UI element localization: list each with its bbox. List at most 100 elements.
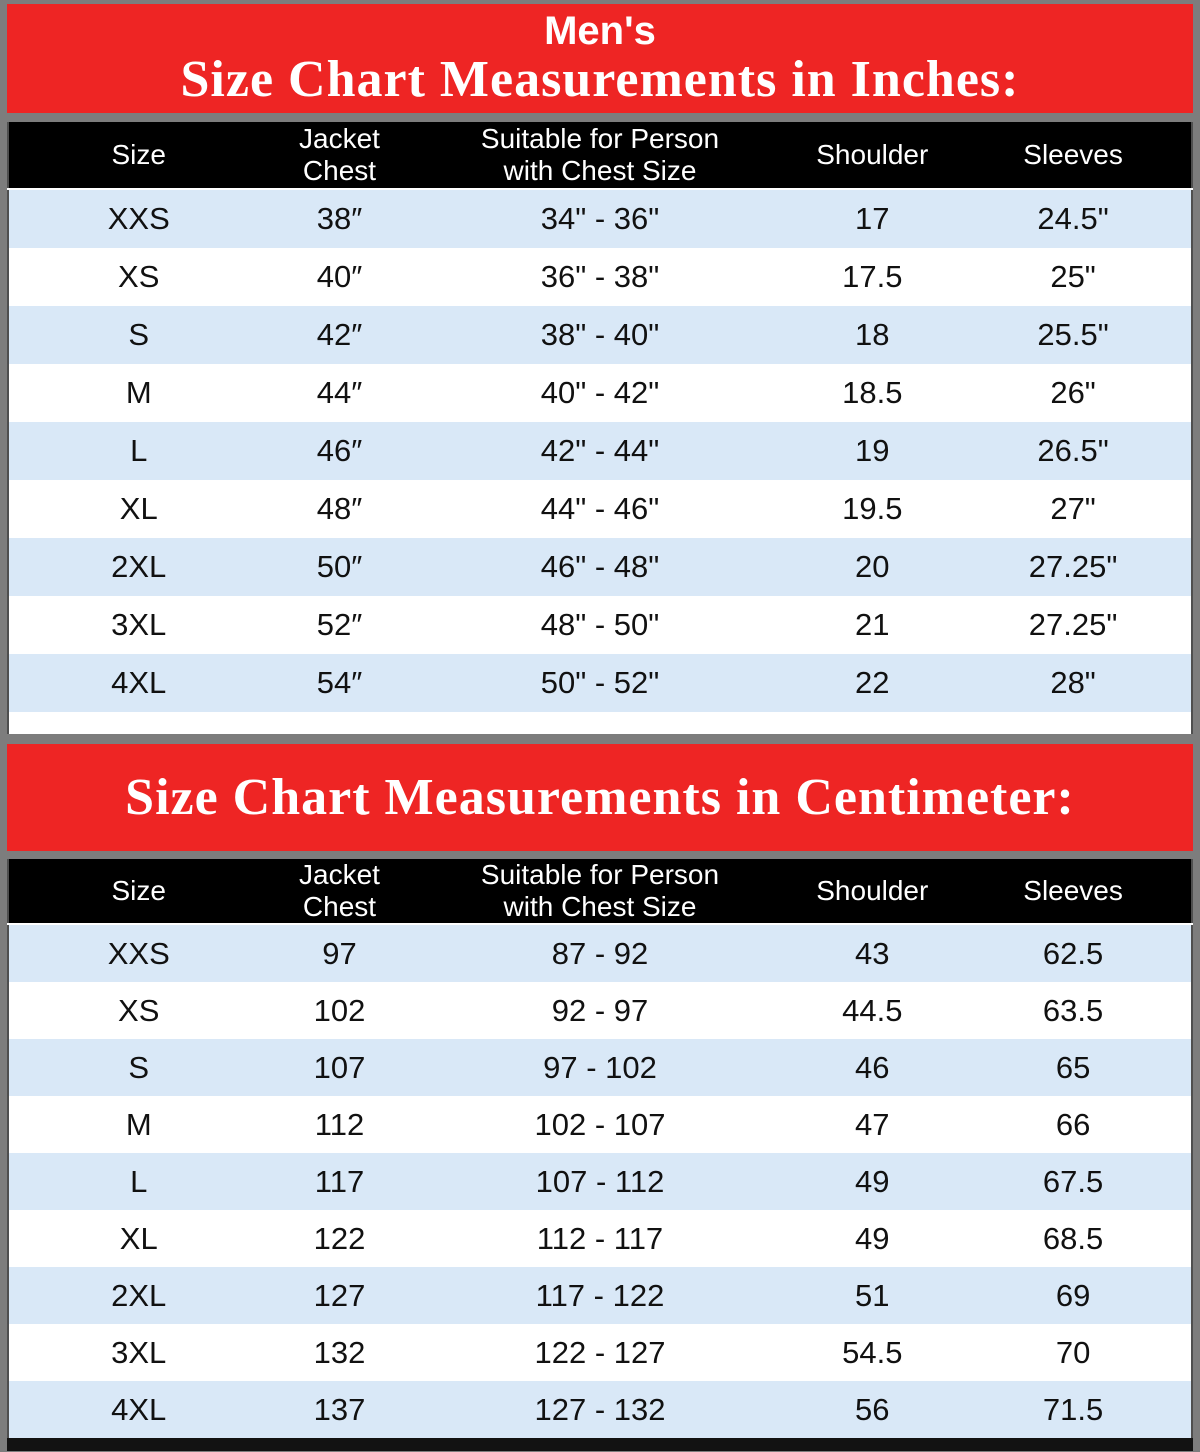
cell-size: M [125, 375, 152, 410]
size-row-m: M 112 102 - 107 47 66 [8, 1096, 1192, 1153]
cell-jacket-chest: 50″ [316, 549, 363, 584]
cell-jacket-chest: 46″ [316, 433, 363, 468]
cell-size: 2XL [111, 549, 167, 584]
cell-chest-range: 107 - 112 [535, 1163, 665, 1199]
cell-chest-range: 40" - 42" [540, 375, 660, 410]
cell-size: S [128, 1049, 150, 1085]
cell-jacket-chest: 132 [313, 1334, 366, 1370]
cell-chest-range: 42" - 44" [540, 433, 660, 468]
cell-sleeves: 65 [1055, 1049, 1091, 1085]
cell-chest-range: 92 - 97 [551, 992, 649, 1028]
cell-size: L [130, 1163, 148, 1199]
column-header-jacket-chest: Jacket Chest [268, 122, 411, 190]
column-header-sleeves: Sleeves [955, 859, 1192, 925]
cell-shoulder: 20 [855, 549, 890, 584]
size-row-xs: XS 40″ 36" - 38" 17.5 25" [8, 248, 1192, 306]
cell-shoulder: 56 [855, 1391, 890, 1427]
cm-table-header: Size Jacket Chest Suitable for Person wi… [8, 859, 1192, 925]
cell-sleeves: 27.25" [1028, 549, 1118, 584]
size-row-xxs: XXS 97 87 - 92 43 62.5 [8, 924, 1192, 982]
cell-jacket-chest: 54″ [316, 665, 363, 700]
cell-size: XXS [107, 201, 170, 236]
inches-header-row: Size Jacket Chest Suitable for Person wi… [8, 122, 1192, 190]
cell-size: 3XL [111, 1334, 167, 1370]
cell-jacket-chest: 127 [313, 1277, 366, 1313]
cell-sleeves: 66 [1055, 1106, 1091, 1142]
cell-sleeves: 27.25" [1028, 607, 1118, 642]
size-row-xxs: XXS 38″ 34" - 36" 17 24.5" [8, 189, 1192, 248]
cell-chest-range: 117 - 122 [535, 1277, 665, 1313]
cm-table-body: XXS 97 87 - 92 43 62.5 XS 102 92 - 97 44.5 63.5 S 1… [8, 924, 1192, 1438]
cell-jacket-chest: 42″ [316, 317, 363, 352]
cell-shoulder: 51 [855, 1277, 890, 1313]
cm-banner-title: Size Chart Measurements in Centimeter: [125, 768, 1075, 826]
cell-sleeves: 69 [1055, 1277, 1091, 1313]
size-row-2xl: 2XL 50″ 46" - 48" 20 27.25" [8, 538, 1192, 596]
cell-shoulder: 47 [855, 1106, 890, 1142]
cell-size: XS [118, 992, 160, 1028]
cell-jacket-chest: 117 [314, 1163, 365, 1199]
cell-sleeves: 28" [1050, 665, 1096, 700]
cell-chest-range: 46" - 48" [540, 549, 660, 584]
inches-table-header: Size Jacket Chest Suitable for Person wi… [8, 122, 1192, 190]
cell-size: XS [118, 259, 160, 294]
size-row-xl: XL 122 112 - 117 49 68.5 [8, 1210, 1192, 1267]
cell-chest-range: 112 - 117 [536, 1220, 664, 1256]
cell-sleeves: 68.5 [1042, 1220, 1104, 1256]
cm-header-row: Size Jacket Chest Suitable for Person wi… [8, 859, 1192, 925]
size-row-m: M 44″ 40" - 42" 18.5 26" [8, 364, 1192, 422]
cell-shoulder: 19 [855, 433, 890, 468]
cell-jacket-chest: 38″ [316, 201, 363, 236]
column-header-shoulder: Shoulder [789, 122, 956, 190]
cell-shoulder: 18.5 [842, 375, 903, 410]
cell-jacket-chest: 44″ [316, 375, 363, 410]
size-row-xl: XL 48″ 44" - 46" 19.5 27" [8, 480, 1192, 538]
cell-sleeves: 24.5" [1037, 201, 1109, 236]
cell-chest-range: 44" - 46" [540, 491, 660, 526]
cell-sleeves: 27" [1050, 491, 1096, 526]
column-header-sleeves: Sleeves [955, 122, 1192, 190]
cell-chest-range: 122 - 127 [534, 1334, 666, 1370]
column-header-size: Size [8, 859, 269, 925]
cell-shoulder: 44.5 [842, 992, 903, 1028]
cell-jacket-chest: 107 [313, 1049, 366, 1085]
inches-table-body: XXS 38″ 34" - 36" 17 24.5" XS 40″ 36" - 38" 17.5… [8, 189, 1192, 712]
size-row-2xl: 2XL 127 117 - 122 51 69 [8, 1267, 1192, 1324]
cell-shoulder: 49 [855, 1220, 890, 1256]
cell-jacket-chest: 137 [313, 1391, 366, 1427]
cell-jacket-chest: 122 [313, 1220, 366, 1256]
cell-sleeves: 67.5 [1042, 1163, 1104, 1199]
cell-shoulder: 17.5 [842, 259, 903, 294]
inches-table-section: Size Jacket Chest Suitable for Person wi… [7, 122, 1193, 734]
cell-jacket-chest: 102 [313, 992, 366, 1028]
cell-shoulder: 17 [855, 201, 890, 236]
cell-size: L [130, 433, 148, 468]
cell-jacket-chest: 112 [314, 1106, 365, 1142]
size-row-3xl: 3XL 132 122 - 127 54.5 70 [8, 1324, 1192, 1381]
cm-banner: Size Chart Measurements in Centimeter: [7, 744, 1193, 851]
inches-banner: Men's Size Chart Measurements in Inches: [7, 4, 1193, 113]
cell-sleeves: 62.5 [1042, 935, 1104, 971]
cell-sleeves: 25.5" [1037, 317, 1109, 352]
size-row-4xl: 4XL 137 127 - 132 56 71.5 [8, 1381, 1192, 1438]
cell-shoulder: 18 [855, 317, 890, 352]
cm-table-footer [7, 1438, 1193, 1451]
column-header-chest-range: Suitable for Person with Chest Size [410, 122, 790, 190]
cell-shoulder: 19.5 [842, 491, 903, 526]
cell-sleeves: 71.5 [1042, 1391, 1104, 1427]
size-row-l: L 117 107 - 112 49 67.5 [8, 1153, 1192, 1210]
cell-shoulder: 43 [855, 935, 890, 971]
cell-sleeves: 26.5" [1037, 433, 1109, 468]
size-row-s: S 42″ 38" - 40" 18 25.5" [8, 306, 1192, 364]
cell-size: XL [119, 491, 158, 526]
cell-chest-range: 50" - 52" [540, 665, 660, 700]
cell-shoulder: 46 [855, 1049, 890, 1085]
cell-sleeves: 63.5 [1042, 992, 1104, 1028]
inches-size-table: Size Jacket Chest Suitable for Person wi… [7, 122, 1193, 712]
cell-chest-range: 36" - 38" [540, 259, 660, 294]
cell-shoulder: 49 [855, 1163, 890, 1199]
cell-jacket-chest: 97 [322, 935, 357, 971]
cell-chest-range: 97 - 102 [543, 1049, 657, 1085]
cell-size: M [125, 1106, 152, 1142]
